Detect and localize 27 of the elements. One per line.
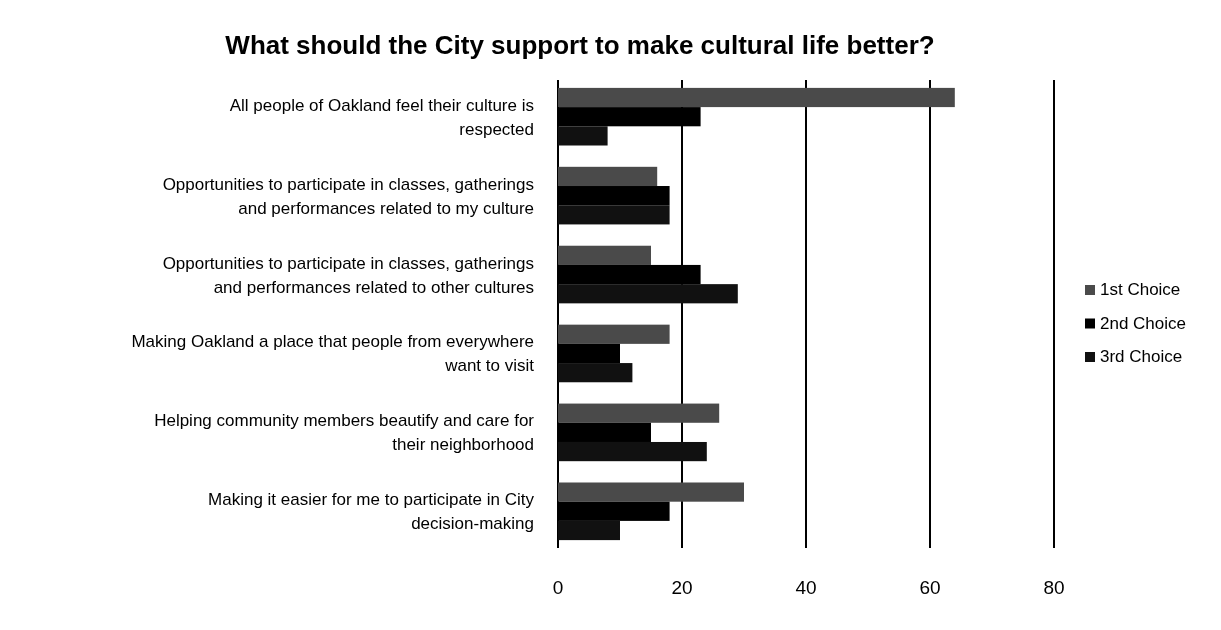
y-tick-label: Opportunities to participate in classes, gatherings and performances related to my culture: [162, 174, 534, 218]
x-tick-label: 40: [795, 577, 817, 598]
x-tick-label: 0: [552, 577, 564, 598]
y-tick-label: Opportunities to participate in classes, gatherings and performances related to other cultures: [162, 253, 534, 297]
chart-title: What should the City support to make cultural life better?: [225, 30, 935, 60]
legend-label: 1st Choice: [1100, 280, 1181, 299]
bar: [558, 324, 670, 344]
bar: [558, 520, 620, 541]
x-tick-label: 80: [1043, 577, 1065, 598]
legend-label: 2nd Choice: [1100, 313, 1187, 333]
bar: [558, 126, 608, 146]
bar: [558, 482, 744, 502]
bar: [558, 166, 658, 187]
bar: [558, 441, 707, 462]
bar: [558, 284, 738, 304]
y-tick-label: Making it easier for me to participate in City decision-making: [208, 490, 535, 534]
bar: [558, 245, 651, 265]
bar: [558, 403, 720, 423]
y-tick-label: Making Oakland a place that people from everywhere want to visit: [131, 332, 535, 376]
y-tick-label: Helping community members beautify and care for their neighborhood: [154, 411, 535, 455]
y-tick-label: All people of Oakland feel their culture is respected: [229, 95, 534, 139]
x-tick-label: 20: [671, 577, 693, 598]
bar: [558, 87, 955, 108]
legend-label: 3rd Choice: [1100, 347, 1183, 366]
bar: [558, 205, 670, 225]
bar: [558, 363, 633, 383]
x-tick-label: 60: [919, 577, 941, 598]
